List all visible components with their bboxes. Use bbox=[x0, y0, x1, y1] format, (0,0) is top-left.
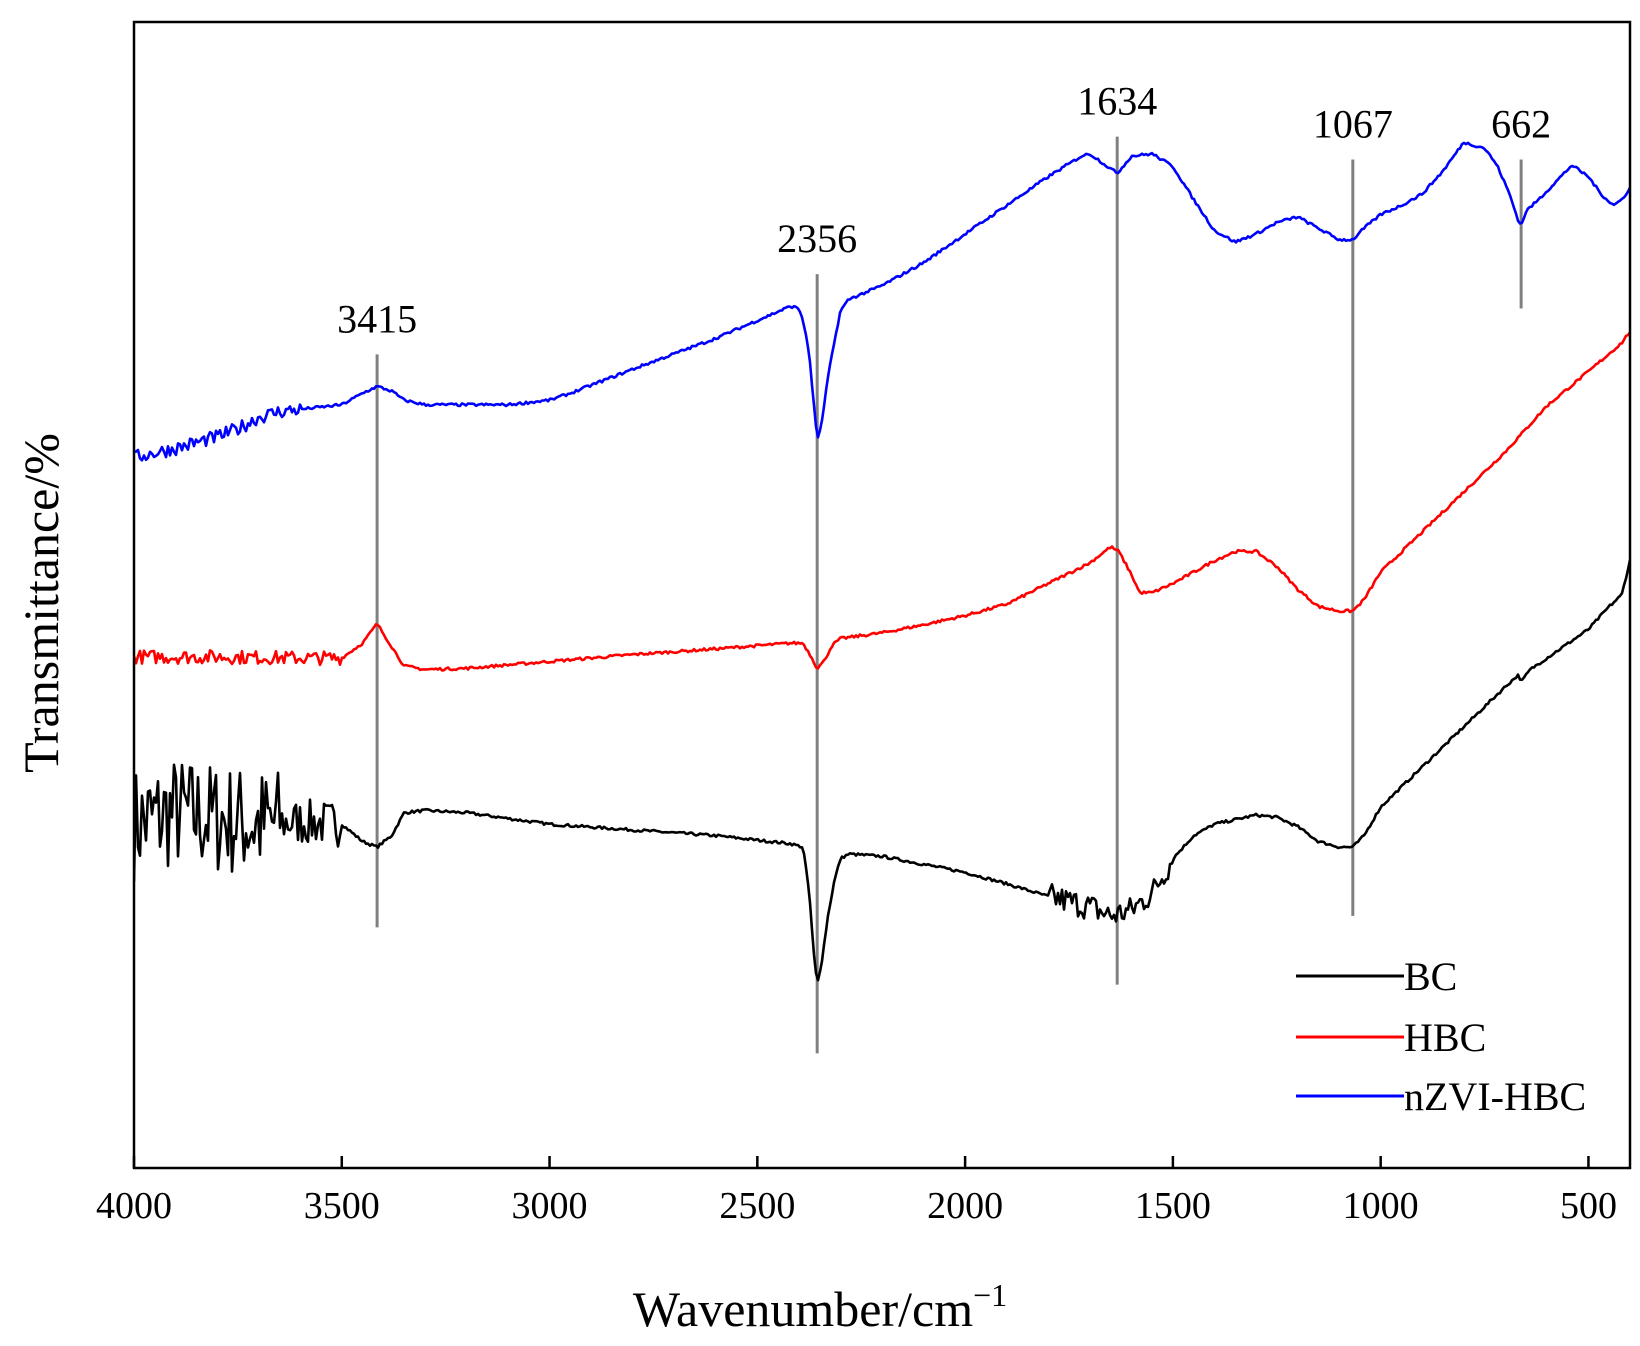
legend-label-bc: BC bbox=[1404, 954, 1457, 999]
x-tick-label-4000: 4000 bbox=[96, 1185, 172, 1227]
plot-frame bbox=[132, 20, 1632, 1170]
x-tick-label-3500: 3500 bbox=[304, 1185, 380, 1227]
x-tick-label-1500: 1500 bbox=[1135, 1185, 1211, 1227]
x-tick-label-3000: 3000 bbox=[512, 1185, 588, 1227]
peak-label-1634: 1634 bbox=[1077, 79, 1157, 124]
series-line-hbc bbox=[134, 331, 1630, 672]
series-line-bc bbox=[134, 559, 1630, 982]
legend-label-nzvi-hbc: nZVI-HBC bbox=[1404, 1074, 1586, 1119]
x-tick-label-500: 500 bbox=[1560, 1185, 1617, 1227]
x-axis-title: Wavenumber/cm−1 bbox=[633, 1277, 1007, 1337]
x-tick-label-2000: 2000 bbox=[927, 1185, 1003, 1227]
peak-label-3415: 3415 bbox=[337, 296, 417, 341]
peak-label-1067: 1067 bbox=[1313, 102, 1393, 147]
x-tick-label-2500: 2500 bbox=[719, 1185, 795, 1227]
legend-label-hbc: HBC bbox=[1404, 1015, 1486, 1060]
series-line-nzvi-hbc bbox=[134, 141, 1630, 462]
x-tick-label-1000: 1000 bbox=[1343, 1185, 1419, 1227]
peak-label-2356: 2356 bbox=[777, 216, 857, 261]
peak-label-662: 662 bbox=[1491, 102, 1551, 147]
y-axis-title: Transmittance/% bbox=[13, 433, 69, 773]
legend: BC HBC nZVI-HBC bbox=[1296, 954, 1586, 1119]
